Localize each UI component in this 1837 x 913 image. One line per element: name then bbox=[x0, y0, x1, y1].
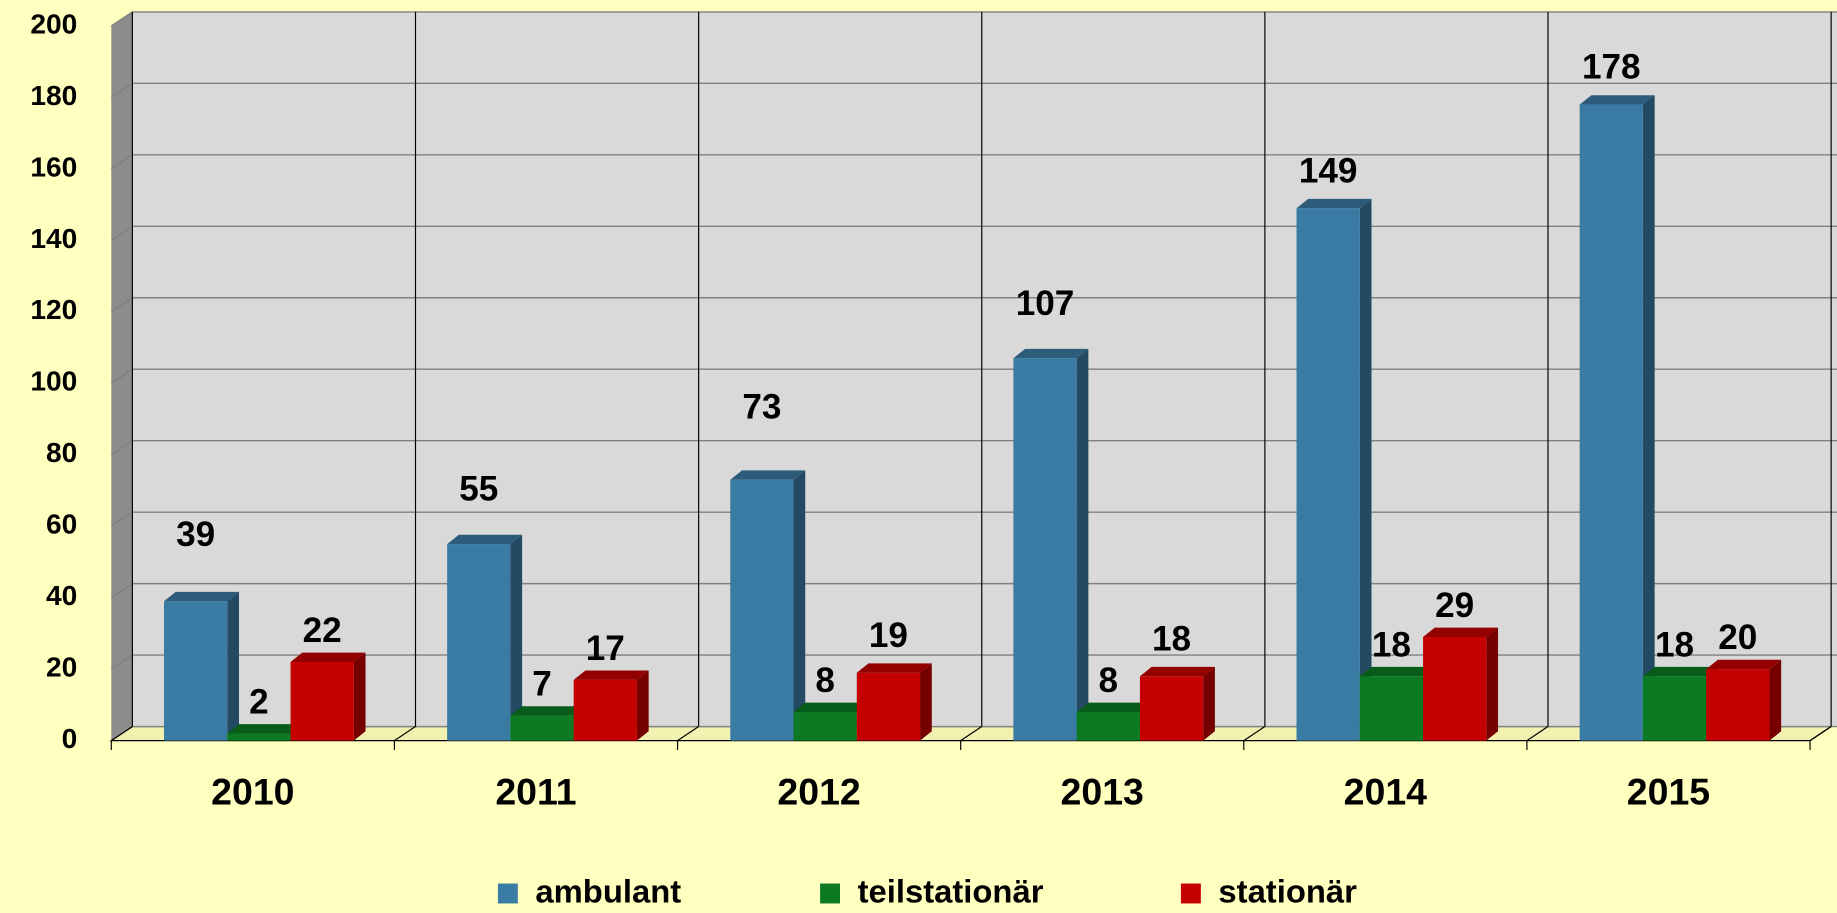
bar-top bbox=[1642, 666, 1718, 677]
y-tick-label: 0 bbox=[62, 723, 78, 754]
bar bbox=[1642, 676, 1707, 741]
bar bbox=[1076, 712, 1140, 741]
floor-edge bbox=[1243, 726, 1266, 742]
y-tick-label: 200 bbox=[30, 8, 77, 39]
bar bbox=[573, 679, 637, 741]
bar-side bbox=[1642, 95, 1655, 741]
bar-top bbox=[1139, 666, 1215, 677]
data-label: 19 bbox=[869, 616, 908, 655]
bar bbox=[730, 479, 794, 741]
bar bbox=[793, 712, 857, 741]
legend-swatch bbox=[820, 883, 841, 904]
floor-edge bbox=[110, 726, 133, 742]
data-label: 8 bbox=[1099, 661, 1119, 700]
bar-top bbox=[856, 663, 932, 673]
bar-side bbox=[1769, 659, 1782, 741]
y-tick-label: 20 bbox=[46, 652, 77, 683]
x-tick-label: 2012 bbox=[777, 770, 860, 812]
y-tick-label: 140 bbox=[30, 223, 77, 254]
legend-label: stationär bbox=[1218, 873, 1357, 910]
legend-swatch bbox=[1180, 883, 1201, 904]
data-label: 18 bbox=[1655, 625, 1694, 664]
bar bbox=[510, 715, 574, 741]
bar-top bbox=[1423, 627, 1499, 637]
x-tick-label: 2014 bbox=[1344, 770, 1428, 812]
legend-swatch bbox=[497, 883, 518, 904]
bar bbox=[1296, 208, 1360, 741]
floor-edge bbox=[960, 726, 983, 742]
bar bbox=[290, 661, 354, 741]
floor-edge bbox=[1809, 726, 1832, 742]
data-label: 7 bbox=[532, 665, 552, 704]
legend-label: ambulant bbox=[535, 873, 681, 910]
data-label: 18 bbox=[1372, 625, 1411, 664]
bar-top bbox=[1296, 198, 1372, 209]
bar-top bbox=[1579, 95, 1655, 105]
y-tick-label: 80 bbox=[46, 437, 77, 468]
bar-side bbox=[353, 652, 366, 741]
floor-edge bbox=[1526, 726, 1549, 742]
bar bbox=[1139, 676, 1204, 741]
y-tick-label: 60 bbox=[46, 509, 77, 540]
bar-side bbox=[636, 670, 649, 741]
y-tick-label: 40 bbox=[46, 580, 77, 611]
bar-top bbox=[730, 470, 806, 480]
bar bbox=[856, 672, 921, 741]
data-label: 8 bbox=[815, 661, 835, 700]
x-tick-label: 2013 bbox=[1061, 770, 1144, 812]
data-label: 2 bbox=[249, 682, 269, 721]
data-label: 73 bbox=[742, 388, 781, 427]
bar-top bbox=[290, 652, 366, 662]
x-tick-label: 2011 bbox=[495, 770, 576, 812]
bar-side bbox=[1203, 666, 1215, 741]
floor-edge bbox=[677, 726, 699, 742]
bar-top bbox=[573, 670, 649, 680]
data-label: 149 bbox=[1299, 151, 1358, 190]
y-tick-label: 120 bbox=[30, 294, 77, 325]
bar-top bbox=[1359, 666, 1435, 677]
bar-top bbox=[1076, 702, 1152, 713]
bar bbox=[1579, 104, 1643, 741]
bar bbox=[227, 733, 291, 741]
y-tick-label: 180 bbox=[30, 80, 77, 111]
legend-label: teilstationär bbox=[858, 873, 1044, 910]
floor-edge bbox=[394, 726, 416, 742]
data-label: 39 bbox=[176, 515, 215, 554]
x-tick-label: 2010 bbox=[211, 770, 294, 812]
x-tick-label: 2015 bbox=[1627, 770, 1710, 812]
bar-top bbox=[164, 591, 239, 602]
bar-side bbox=[227, 591, 239, 741]
y-tick-label: 160 bbox=[30, 151, 77, 182]
bar-top bbox=[1706, 659, 1782, 670]
bar bbox=[447, 544, 511, 741]
data-label: 178 bbox=[1582, 48, 1641, 87]
bar bbox=[1706, 669, 1770, 741]
y-tick-label: 100 bbox=[30, 366, 77, 397]
data-label: 20 bbox=[1718, 618, 1757, 657]
bar bbox=[164, 601, 228, 741]
bar-side bbox=[1359, 198, 1372, 741]
data-label: 18 bbox=[1152, 619, 1191, 658]
bar-side bbox=[793, 470, 806, 741]
data-label: 107 bbox=[1016, 284, 1075, 323]
bar bbox=[1013, 358, 1077, 741]
bar-side bbox=[510, 534, 523, 741]
bar-top bbox=[793, 702, 869, 713]
bar-top bbox=[510, 706, 586, 716]
data-label: 17 bbox=[586, 629, 625, 668]
data-label: 55 bbox=[459, 470, 498, 509]
bar-side bbox=[1076, 348, 1089, 741]
bar-side bbox=[1486, 627, 1499, 741]
bar bbox=[1359, 676, 1424, 741]
bar-top bbox=[227, 724, 303, 734]
bar bbox=[1423, 636, 1487, 741]
data-label: 22 bbox=[303, 611, 342, 650]
data-label: 29 bbox=[1435, 586, 1474, 625]
bar-side bbox=[920, 663, 932, 741]
bar-top bbox=[447, 534, 523, 545]
bar-top bbox=[1013, 348, 1089, 359]
